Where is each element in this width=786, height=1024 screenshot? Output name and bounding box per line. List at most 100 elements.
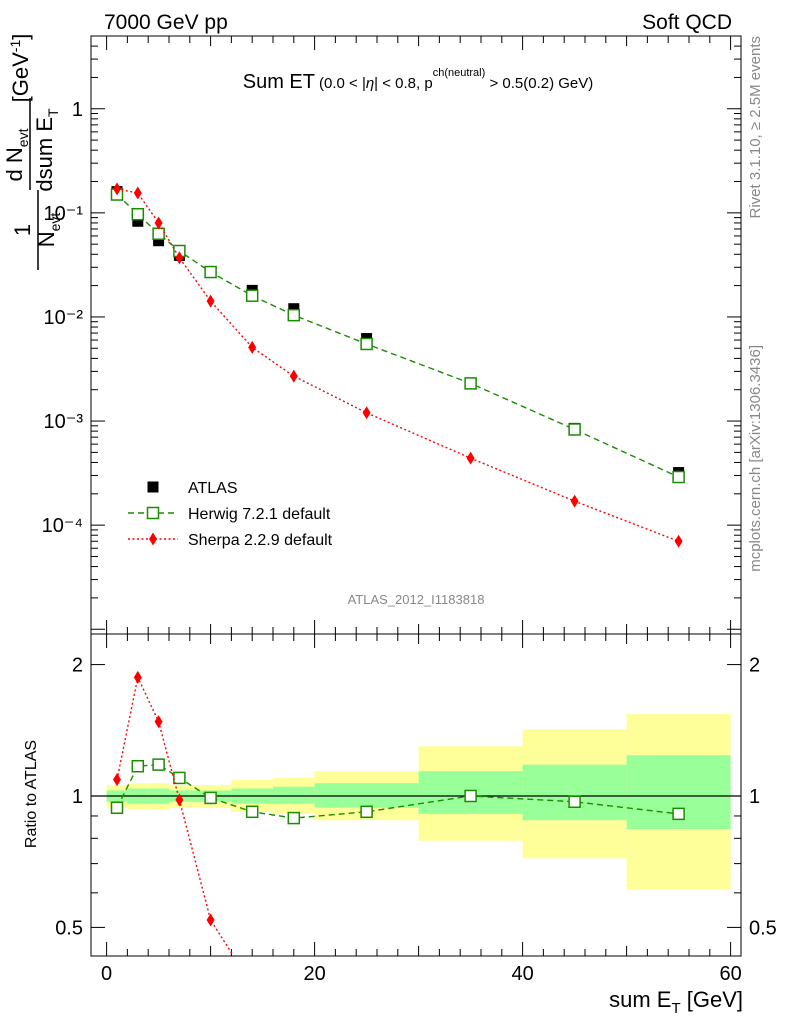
data-point bbox=[154, 216, 163, 230]
ratio-y-tick-label: 2 bbox=[72, 655, 83, 677]
ratio-y-tick-label: 1 bbox=[72, 786, 83, 808]
data-point bbox=[466, 451, 475, 465]
main-panel-axes: 1 10⁻¹ 10⁻² 10⁻³ 10⁻⁴ bbox=[42, 35, 742, 635]
main-panel-title: Sum ET (0.0 < |η| < 0.8, pch(neutral) > 0… bbox=[243, 67, 594, 93]
legend-marker bbox=[149, 532, 157, 546]
title-eta-text: η bbox=[366, 75, 374, 92]
x-tick-label: 60 bbox=[719, 963, 741, 985]
ratio-ylabel: Ratio to ATLAS bbox=[23, 740, 40, 848]
ratio-panel-axes: 0.5 0.51 12 20 20 40 60 bbox=[55, 633, 777, 985]
ratio-point bbox=[568, 795, 581, 809]
ratio-y-tick-label: 0.5 bbox=[55, 917, 83, 939]
ratio-point bbox=[152, 758, 165, 771]
title-sup-text: ch(neutral) bbox=[433, 67, 486, 79]
ratio-uncertainty-bands bbox=[106, 714, 731, 890]
data-point bbox=[287, 308, 301, 322]
ratio-line bbox=[116, 675, 235, 956]
legend-marker bbox=[146, 506, 160, 520]
ylabel-one: 1 bbox=[10, 224, 35, 236]
data-point bbox=[175, 251, 184, 265]
title-main-text: Sum ET bbox=[243, 71, 315, 93]
legend-entry: ATLAS bbox=[147, 480, 238, 497]
series-line bbox=[116, 188, 679, 542]
mcplots-credit-label: mcplots.cern.ch [arXiv:1306.3436] bbox=[747, 345, 764, 572]
ratio-point bbox=[204, 791, 217, 805]
title-sel-c-text: > 0.5(0.2) GeV) bbox=[485, 75, 593, 92]
ratio-point bbox=[110, 801, 124, 814]
ylabel-dn: d Nevt bbox=[2, 128, 31, 181]
y-tick-label: 10⁻¹ bbox=[44, 203, 84, 225]
data-point bbox=[131, 207, 145, 221]
data-point bbox=[204, 265, 217, 279]
ratio-panel: 0.5 0.51 12 20 20 40 60 Ratio to ATLAS sum ET … bbox=[23, 633, 777, 1017]
ratio-point bbox=[464, 789, 477, 803]
ratio-series-sherpa bbox=[113, 670, 235, 956]
ratio-panel-frame bbox=[90, 633, 742, 957]
legend-label: ATLAS bbox=[188, 480, 238, 497]
data-point bbox=[152, 227, 165, 240]
ratio-y-tick-label: 2 bbox=[749, 655, 760, 677]
data-point bbox=[464, 377, 477, 390]
data-point bbox=[133, 186, 142, 200]
data-point bbox=[672, 470, 685, 484]
ratio-point bbox=[133, 670, 142, 684]
ratio-point bbox=[672, 807, 685, 821]
data-point bbox=[570, 494, 579, 508]
main-ylabel: 1 Nevt d Nevt dsum ET [GeV-1] bbox=[2, 34, 63, 270]
data-point bbox=[568, 423, 581, 436]
header-process-label: Soft QCD bbox=[642, 11, 732, 34]
header-energy-label: 7000 GeV pp bbox=[104, 11, 228, 34]
ratio-point bbox=[154, 715, 163, 729]
legend-entry: Sherpa 2.2.9 default bbox=[128, 532, 333, 549]
ylabel-dsum: dsum ET bbox=[32, 108, 61, 192]
data-point bbox=[360, 337, 373, 351]
series-sherpa bbox=[113, 182, 683, 548]
legend-entry: Herwig 7.2.1 default bbox=[128, 506, 331, 523]
legend-label: Herwig 7.2.1 default bbox=[188, 506, 331, 523]
ratio-point bbox=[287, 811, 301, 825]
ratio-y-tick-label: 1 bbox=[749, 786, 760, 808]
ratio-y-tick-label: 0.5 bbox=[749, 917, 777, 939]
data-point bbox=[206, 294, 215, 308]
data-point bbox=[248, 340, 257, 354]
ylabel-unit: [GeV-1] bbox=[7, 34, 33, 103]
ratio-point bbox=[173, 771, 186, 785]
data-point bbox=[674, 534, 683, 548]
main-panel-series bbox=[110, 182, 685, 548]
inner-band-bin bbox=[522, 764, 627, 821]
series-herwig bbox=[110, 188, 685, 484]
ratio-point bbox=[175, 793, 184, 807]
xaxis-label: sum ET [GeV] bbox=[609, 987, 743, 1017]
main-panel: 1 10⁻¹ 10⁻² 10⁻³ 10⁻⁴ Sum ET (0.0 < |η| < 0.8… bbox=[2, 34, 742, 635]
ratio-point bbox=[360, 805, 373, 819]
title-sel-b-text: | < 0.8, p bbox=[374, 75, 433, 92]
ratio-point bbox=[206, 913, 215, 927]
y-tick-label: 1 bbox=[72, 99, 83, 121]
title-sel-a-text: (0.0 < | bbox=[319, 75, 366, 92]
ratio-point bbox=[113, 773, 121, 787]
ratio-panel-series bbox=[110, 670, 685, 956]
data-point bbox=[113, 182, 121, 196]
legend: ATLAS Herwig 7.2.1 default Sherpa 2.2.9 de… bbox=[128, 480, 333, 549]
data-point bbox=[245, 289, 259, 302]
data-point bbox=[362, 406, 371, 420]
legend-marker bbox=[147, 481, 159, 493]
legend-label: Sherpa 2.2.9 default bbox=[188, 532, 333, 549]
y-tick-label: 10⁻⁴ bbox=[42, 515, 83, 537]
x-tick-label: 40 bbox=[511, 963, 533, 985]
x-tick-label: 0 bbox=[101, 963, 112, 985]
y-tick-label: 10⁻² bbox=[44, 307, 84, 329]
data-point bbox=[153, 235, 165, 247]
data-point bbox=[288, 303, 300, 315]
rivet-version-label: Rivet 3.1.10, ≥ 2.5M events bbox=[747, 36, 764, 219]
y-tick-label: 10⁻³ bbox=[44, 411, 84, 433]
analysis-watermark: ATLAS_2012_I1183818 bbox=[348, 592, 485, 607]
inner-band-bin bbox=[273, 786, 315, 804]
ratio-point bbox=[245, 805, 259, 819]
data-point bbox=[132, 215, 144, 227]
ratio-series-herwig bbox=[110, 758, 685, 825]
data-point bbox=[289, 369, 298, 383]
ratio-point bbox=[131, 759, 145, 773]
x-tick-label: 20 bbox=[303, 963, 325, 985]
